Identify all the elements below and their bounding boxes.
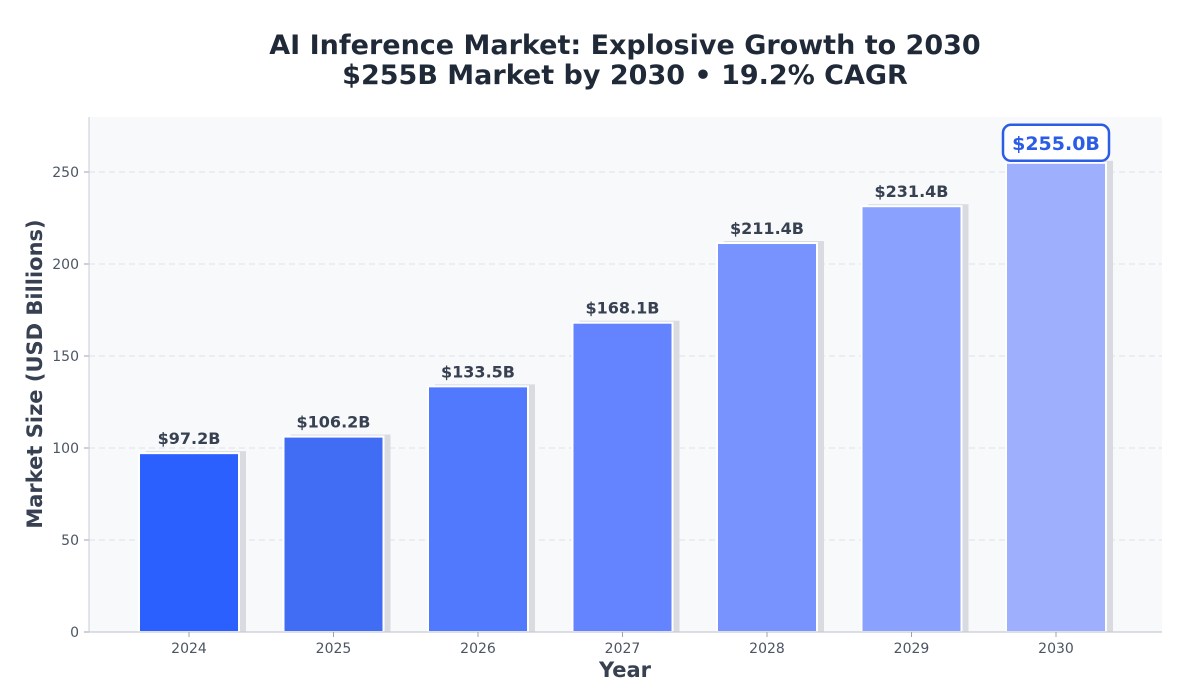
bar-2025 — [282, 435, 385, 634]
x-tick-label: 2030 — [1038, 641, 1074, 657]
value-label: $168.1B — [586, 299, 660, 318]
y-tick-label: 150 — [52, 349, 79, 365]
value-label: $106.2B — [297, 413, 371, 432]
x-tick-label: 2026 — [460, 641, 496, 657]
bar-2028 — [716, 242, 818, 634]
bar-2026 — [427, 385, 529, 633]
x-tick-label: 2027 — [605, 641, 641, 657]
chart-subtitle: $255B Market by 2030 • 19.2% CAGR — [342, 60, 908, 91]
x-tick-label: 2025 — [316, 641, 352, 657]
y-tick-label: 50 — [61, 533, 79, 549]
x-tick-label: 2024 — [171, 641, 207, 657]
x-tick-label: 2028 — [749, 641, 785, 657]
value-label: $211.4B — [730, 219, 804, 238]
y-tick-label: 250 — [52, 165, 79, 181]
grid-layer — [89, 171, 1162, 541]
value-label: $97.2B — [158, 429, 221, 448]
axes-layer: 0 50 100 150 200 250 2024 2025 2026 2027 2028 2029 2… — [52, 117, 1162, 657]
bar-2027 — [571, 321, 674, 633]
bars-layer — [138, 160, 1113, 634]
bar-2029 — [860, 205, 963, 633]
bar-2030 — [1005, 161, 1107, 634]
bar-2024 — [138, 452, 240, 634]
x-axis-title: Year — [598, 658, 652, 682]
x-tick-label: 2029 — [894, 641, 930, 657]
value-label: $133.5B — [441, 362, 515, 381]
value-label-highlight: $255.0B — [1012, 133, 1100, 155]
y-tick-label: 0 — [70, 625, 79, 641]
value-label: $231.4B — [875, 182, 949, 201]
labels-layer: $97.2B $106.2B $133.5B $168.1B $211.4B $231.4… — [158, 123, 1111, 448]
highlight-label-box — [1001, 123, 1111, 163]
chart-title: AI Inference Market: Explosive Growth to… — [269, 30, 980, 61]
y-tick-label: 100 — [52, 441, 79, 457]
y-axis-title: Market Size (USD Billions) — [23, 219, 47, 528]
y-tick-label: 200 — [52, 257, 79, 273]
